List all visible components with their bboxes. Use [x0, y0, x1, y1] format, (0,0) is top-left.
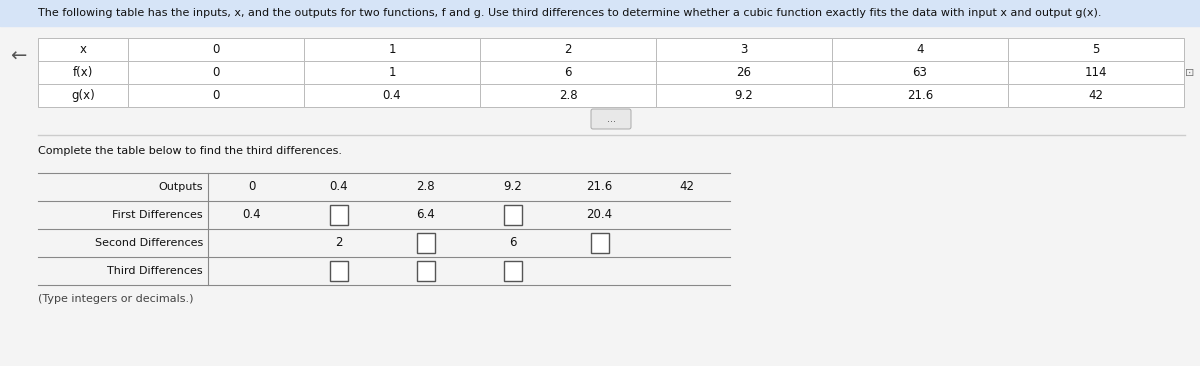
Bar — [128, 38, 304, 61]
Text: Third Differences: Third Differences — [107, 266, 203, 276]
Bar — [416, 233, 434, 253]
Bar — [1008, 84, 1184, 107]
Text: 0.4: 0.4 — [242, 209, 260, 221]
Bar — [504, 261, 522, 281]
Text: Complete the table below to find the third differences.: Complete the table below to find the thi… — [38, 146, 342, 156]
Text: ...: ... — [606, 114, 616, 124]
Text: 9.2: 9.2 — [503, 180, 522, 194]
Bar — [832, 38, 1008, 61]
Bar — [1008, 61, 1184, 84]
Bar — [38, 61, 128, 84]
Text: 26: 26 — [737, 66, 751, 79]
Bar — [128, 61, 304, 84]
Bar — [128, 84, 304, 107]
Text: 2: 2 — [564, 43, 571, 56]
Text: The following table has the inputs, x, and the outputs for two functions, f and : The following table has the inputs, x, a… — [38, 8, 1102, 18]
FancyBboxPatch shape — [592, 109, 631, 129]
Text: 9.2: 9.2 — [734, 89, 754, 102]
Text: ⊡: ⊡ — [1186, 67, 1195, 78]
Bar — [1008, 38, 1184, 61]
Text: 2.8: 2.8 — [416, 180, 434, 194]
Text: First Differences: First Differences — [113, 210, 203, 220]
Text: 63: 63 — [912, 66, 928, 79]
Text: 42: 42 — [1088, 89, 1104, 102]
Text: 2: 2 — [335, 236, 342, 250]
Text: x: x — [79, 43, 86, 56]
Text: (Type integers or decimals.): (Type integers or decimals.) — [38, 294, 193, 304]
Text: 0.4: 0.4 — [383, 89, 401, 102]
Text: 21.6: 21.6 — [587, 180, 613, 194]
Text: 0: 0 — [212, 66, 220, 79]
Bar — [656, 84, 832, 107]
Text: 114: 114 — [1085, 66, 1108, 79]
Text: f(x): f(x) — [73, 66, 94, 79]
Text: 0: 0 — [212, 43, 220, 56]
Text: 0: 0 — [248, 180, 256, 194]
Bar — [656, 38, 832, 61]
Bar — [480, 61, 656, 84]
Bar — [38, 84, 128, 107]
Bar — [504, 205, 522, 225]
Bar — [0, 0, 1200, 26]
Bar — [480, 38, 656, 61]
Bar — [304, 61, 480, 84]
Text: 3: 3 — [740, 43, 748, 56]
Text: 6: 6 — [564, 66, 571, 79]
Text: 4: 4 — [917, 43, 924, 56]
Text: 20.4: 20.4 — [587, 209, 612, 221]
Text: 1: 1 — [389, 43, 396, 56]
Text: Second Differences: Second Differences — [95, 238, 203, 248]
Text: Outputs: Outputs — [158, 182, 203, 192]
Text: 6: 6 — [509, 236, 516, 250]
Bar — [38, 38, 128, 61]
Bar — [304, 38, 480, 61]
Bar — [480, 84, 656, 107]
Text: 0.4: 0.4 — [329, 180, 348, 194]
Bar — [832, 84, 1008, 107]
Text: 5: 5 — [1092, 43, 1099, 56]
Bar — [304, 84, 480, 107]
Bar — [656, 61, 832, 84]
Text: 0: 0 — [212, 89, 220, 102]
Text: 21.6: 21.6 — [907, 89, 934, 102]
Bar — [330, 261, 348, 281]
Bar — [832, 61, 1008, 84]
Bar — [416, 261, 434, 281]
Text: g(x): g(x) — [71, 89, 95, 102]
Text: 6.4: 6.4 — [416, 209, 434, 221]
Text: ←: ← — [10, 46, 26, 66]
Text: 2.8: 2.8 — [559, 89, 577, 102]
Bar — [590, 233, 608, 253]
Bar — [330, 205, 348, 225]
Text: 42: 42 — [679, 180, 694, 194]
Text: 1: 1 — [389, 66, 396, 79]
